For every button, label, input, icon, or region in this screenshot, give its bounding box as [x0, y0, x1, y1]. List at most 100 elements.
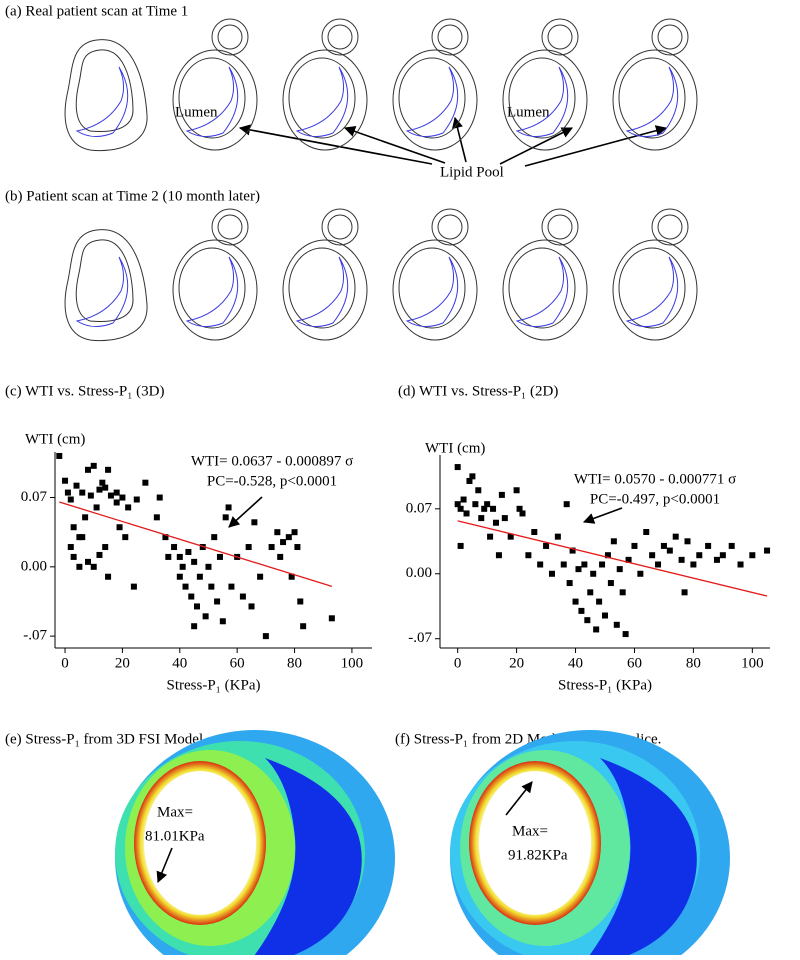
annotation-arrow — [228, 496, 263, 528]
point — [569, 547, 576, 554]
point — [637, 570, 644, 577]
point — [122, 534, 129, 541]
contour — [172, 18, 258, 151]
point — [257, 573, 264, 580]
point — [492, 519, 499, 526]
lumen — [178, 247, 246, 329]
lipid-pool — [405, 256, 459, 327]
point — [182, 583, 189, 590]
lipid-arrows — [238, 116, 668, 167]
point — [119, 494, 126, 501]
point — [613, 621, 620, 628]
lipid-pool — [405, 66, 459, 137]
contour — [612, 208, 698, 341]
lipid-pool — [295, 256, 349, 327]
branch-lumen — [437, 24, 463, 50]
stress-maps — [115, 730, 730, 960]
x-axis-label: Stress-P₁ (KPa) — [167, 677, 261, 693]
point — [478, 515, 485, 522]
annotation: PC=-0.528, p<0.0001 — [207, 473, 337, 489]
point — [602, 612, 608, 619]
point — [649, 552, 656, 559]
point — [107, 492, 114, 499]
contour — [172, 208, 258, 341]
point — [214, 598, 221, 605]
point — [297, 598, 304, 605]
contour — [502, 208, 588, 341]
y-axis-label: WTI (cm) — [25, 431, 85, 447]
max-value: 91.82KPa — [508, 847, 568, 863]
x-tick-label: 0 — [454, 655, 462, 671]
point — [176, 553, 183, 560]
point — [719, 552, 726, 559]
caption-b: (b) Patient scan at Time 2 (10 month lat… — [5, 188, 260, 204]
point — [619, 589, 626, 596]
point — [501, 515, 508, 522]
point — [705, 542, 712, 549]
point — [554, 533, 561, 540]
point — [70, 524, 77, 531]
outer-wall — [172, 239, 258, 341]
y-tick-label: 0.07 — [406, 500, 433, 516]
point — [82, 514, 89, 521]
point — [616, 566, 623, 573]
point — [590, 570, 597, 577]
point — [599, 561, 606, 568]
x-tick-label: 0 — [61, 655, 69, 671]
point — [285, 534, 292, 541]
point — [153, 514, 160, 521]
point — [225, 504, 232, 511]
point — [288, 573, 295, 580]
x-tick-label: 80 — [287, 655, 302, 671]
point — [90, 462, 97, 469]
branch — [651, 208, 689, 246]
point — [625, 556, 632, 563]
point — [228, 583, 235, 590]
point — [188, 593, 195, 600]
point — [96, 551, 103, 558]
outer-wall — [282, 49, 368, 151]
point — [102, 484, 109, 491]
point — [191, 558, 198, 565]
point — [208, 583, 215, 590]
branch-lumen — [217, 214, 243, 240]
outer-wall — [64, 229, 148, 342]
outer-wall — [392, 239, 478, 341]
point — [764, 547, 771, 554]
lumen-label: Lumen — [175, 104, 218, 120]
point — [87, 492, 94, 499]
point — [99, 479, 106, 486]
point — [171, 544, 178, 551]
point — [90, 563, 97, 570]
lipid-label: Lipid Pool — [440, 164, 504, 180]
point — [463, 510, 470, 517]
point — [516, 505, 523, 512]
max-label: Max= — [512, 823, 548, 839]
point — [560, 561, 567, 568]
point — [684, 538, 691, 545]
point — [294, 544, 301, 551]
contour — [64, 229, 148, 342]
point — [681, 589, 688, 596]
branch-lumen — [217, 24, 243, 50]
outer-wall — [172, 49, 258, 151]
branch-lumen — [327, 24, 353, 50]
x-tick-label: 20 — [115, 655, 130, 671]
point — [749, 552, 756, 559]
point — [130, 583, 137, 590]
branch-lumen — [657, 24, 683, 50]
branch — [211, 18, 249, 56]
lumen — [288, 57, 356, 139]
point — [507, 533, 514, 540]
point — [79, 489, 86, 496]
chart-title: (d) WTI vs. Stress-P₁ (2D) — [398, 383, 558, 399]
point — [216, 553, 223, 560]
point — [484, 501, 491, 508]
point — [64, 489, 71, 496]
branch-lumen — [437, 214, 463, 240]
point — [76, 563, 83, 570]
point — [67, 496, 74, 503]
outer-wall — [612, 239, 698, 341]
point — [291, 529, 298, 536]
point — [262, 633, 269, 640]
